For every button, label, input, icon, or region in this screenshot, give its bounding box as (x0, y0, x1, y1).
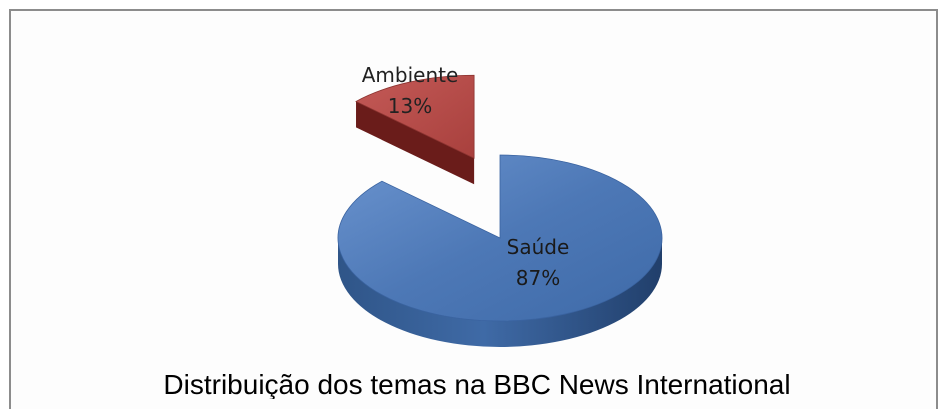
slice-label-ambiente-name: Ambiente (362, 63, 459, 87)
slice-label-ambiente-value: 13% (388, 94, 432, 118)
slice-ambiente (355, 74, 475, 159)
slice-cut-ambiente (356, 101, 475, 185)
slice-saude (337, 154, 663, 322)
pie-chart: Ambiente 13% Saúde 87% Distribuição dos … (163, 63, 790, 399)
slice-label-saude-name: Saúde (507, 235, 570, 259)
chart-title: Distribuição dos temas na BBC News Inter… (163, 369, 790, 399)
slice-side-saude (338, 238, 662, 347)
slice-label-saude-value: 87% (516, 266, 560, 290)
